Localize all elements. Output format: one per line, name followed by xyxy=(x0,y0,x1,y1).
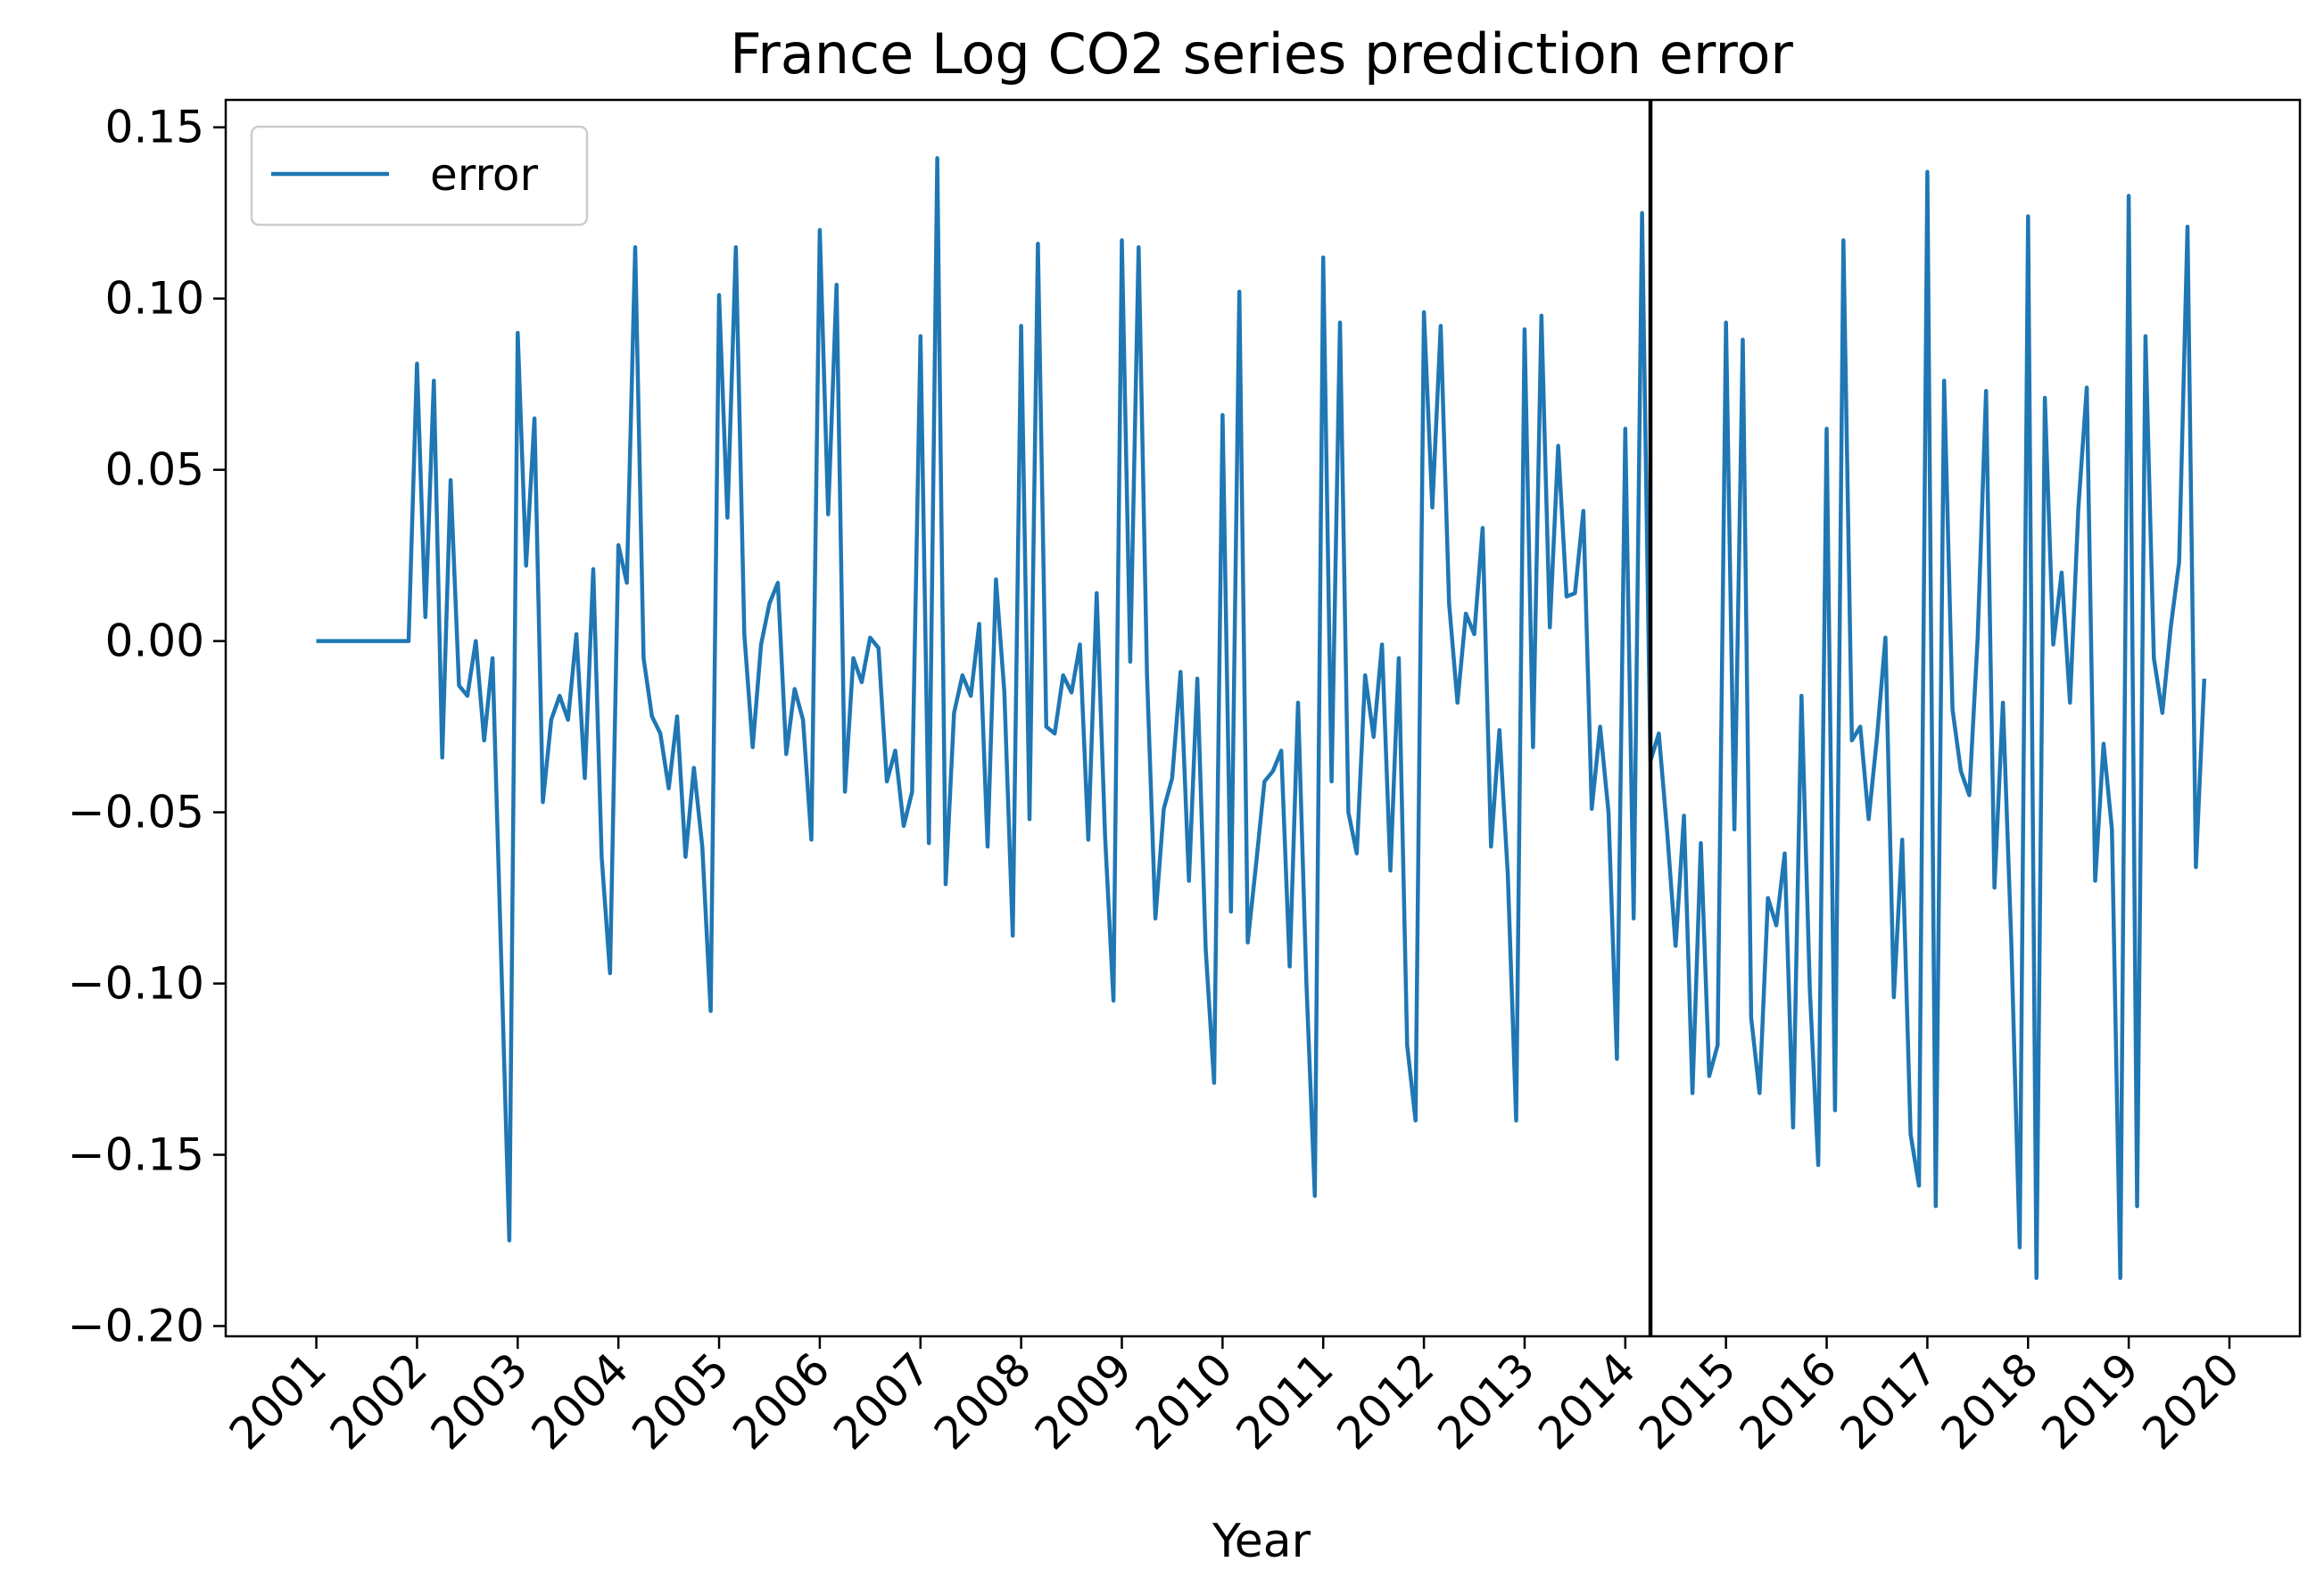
plot-frame xyxy=(224,98,2302,1338)
x-tick-label: 2006 xyxy=(723,1343,839,1459)
x-axis-label: Year xyxy=(1212,1515,1311,1568)
x-tick-label: 2010 xyxy=(1126,1343,1243,1459)
legend: error xyxy=(250,125,589,227)
x-tick-label: 2017 xyxy=(1831,1343,1948,1459)
y-tick-label: 0.00 xyxy=(105,616,204,667)
error-series-line xyxy=(316,156,2207,1280)
y-tick-label: −0.15 xyxy=(68,1129,204,1181)
y-tick-label: −0.20 xyxy=(68,1300,204,1351)
y-axis: 0.15 0.10 0.05 0.00 −0.05 −0.10 −0.15 −0.20 xyxy=(68,102,226,1351)
x-tick-label: 2002 xyxy=(320,1343,437,1459)
legend-label: error xyxy=(430,149,538,201)
x-tick-label: 2013 xyxy=(1427,1343,1544,1459)
y-tick-label: −0.05 xyxy=(68,787,204,839)
x-tick-label: 2009 xyxy=(1025,1343,1142,1459)
chart-title: France Log CO2 series prediction error xyxy=(730,21,1793,87)
legend-box xyxy=(250,125,589,227)
x-axis: 2001200220032004200520062007200820092010… xyxy=(219,1336,2249,1459)
y-tick-label: 0.10 xyxy=(105,273,204,325)
x-tick-label: 2001 xyxy=(219,1343,336,1459)
x-tick-label: 2003 xyxy=(421,1343,538,1459)
x-tick-label: 2007 xyxy=(823,1343,940,1459)
y-tick-label: −0.10 xyxy=(68,958,204,1010)
x-tick-label: 2016 xyxy=(1730,1343,1847,1459)
y-tick-label: 0.05 xyxy=(105,444,204,496)
y-tick-label: 0.15 xyxy=(105,102,204,153)
x-tick-label: 2018 xyxy=(1931,1343,2048,1459)
x-tick-label: 2004 xyxy=(522,1343,639,1459)
x-tick-label: 2020 xyxy=(2132,1343,2249,1459)
x-tick-label: 2005 xyxy=(623,1343,740,1459)
x-tick-label: 2019 xyxy=(2032,1343,2149,1459)
x-tick-label: 2015 xyxy=(1629,1343,1746,1459)
x-tick-label: 2008 xyxy=(924,1343,1041,1459)
x-tick-label: 2011 xyxy=(1227,1343,1344,1459)
x-tick-label: 2012 xyxy=(1327,1343,1444,1459)
x-tick-label: 2014 xyxy=(1528,1343,1645,1459)
